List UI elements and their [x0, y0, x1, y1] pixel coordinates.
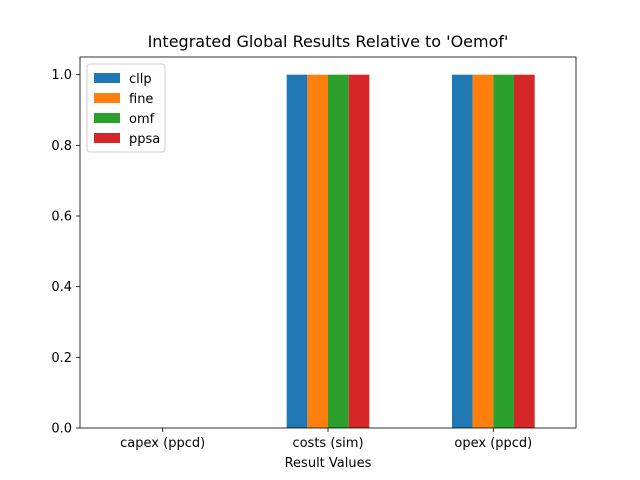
legend-label-cllp: cllp	[129, 72, 152, 87]
legend-swatch-cllp	[94, 73, 120, 83]
bar-fine-2	[472, 74, 494, 429]
y-tick-label: 0.0	[51, 422, 72, 437]
x-tick-label: capex (ppcd)	[120, 436, 205, 451]
bar-omf-1	[328, 74, 349, 429]
chart-title: Integrated Global Results Relative to 'O…	[148, 32, 509, 51]
legend-swatch-ppsa	[94, 133, 120, 143]
bar-ppsa-2	[514, 74, 535, 429]
y-tick-label: 0.6	[51, 210, 72, 225]
bar-cllp-1	[286, 74, 308, 429]
legend-label-omf: omf	[129, 112, 155, 127]
x-tick-label: opex (ppcd)	[454, 436, 532, 451]
legend-swatch-fine	[94, 93, 120, 103]
legend-label-fine: fine	[129, 92, 153, 107]
y-tick-label: 0.2	[51, 351, 72, 366]
legend-swatch-omf	[94, 113, 120, 123]
bar-ppsa-1	[348, 74, 370, 429]
bar-cllp-2	[452, 74, 473, 429]
bar-fine-1	[307, 74, 328, 429]
y-tick-label: 1.0	[51, 68, 72, 83]
x-tick-label: costs (sim)	[292, 436, 363, 451]
legend: cllp fine omf ppsa	[86, 63, 166, 153]
bars-group	[286, 74, 535, 429]
x-axis-label: Result Values	[285, 456, 372, 471]
y-tick-label: 0.8	[51, 139, 72, 154]
legend-label-ppsa: ppsa	[129, 132, 160, 147]
axes-group: 0.0 0.2 0.4 0.6 0.8 1.0 capex (ppcd) costs (sim…	[51, 56, 577, 451]
bar-omf-2	[493, 74, 514, 429]
legend-frame	[86, 63, 166, 153]
y-tick-label: 0.4	[51, 280, 72, 295]
